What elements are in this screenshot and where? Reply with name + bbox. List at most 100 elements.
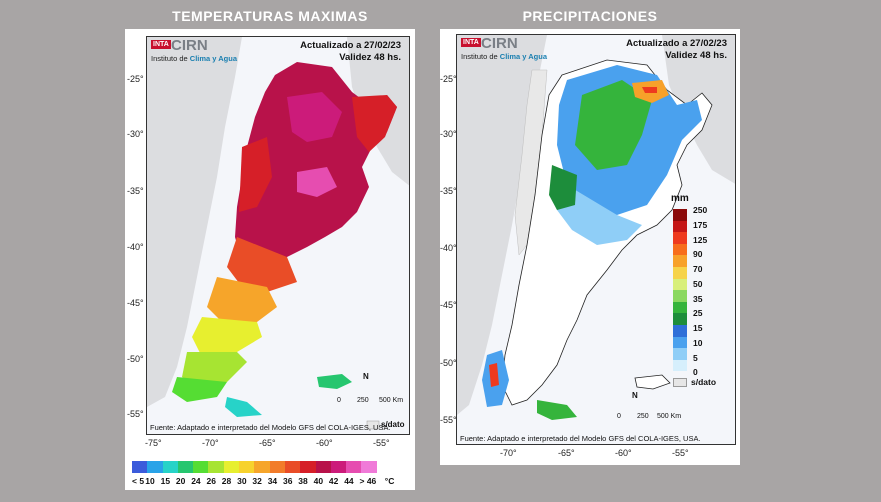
temp-legend-swatch — [330, 461, 347, 473]
lat-label: -30° — [127, 129, 144, 139]
validity-text-left: Validez 48 hs. — [339, 52, 401, 63]
scale-250-right: 250 — [637, 413, 649, 420]
logo-sub-highlight-left: Clima y Agua — [189, 54, 238, 63]
cirn-logo-right: CIRN — [481, 35, 518, 52]
precip-legend-unit: mm — [671, 193, 689, 204]
precip-legend-swatch — [673, 359, 687, 372]
precip-legend-swatch — [673, 348, 687, 360]
validity-text-right: Validez 48 hs. — [665, 50, 727, 61]
temp-legend-label: 24 — [191, 476, 201, 486]
temp-legend-swatch — [239, 461, 255, 473]
logo-sub-prefix-right: Instituto de — [461, 52, 500, 61]
temp-legend-label: 40 — [313, 476, 324, 486]
precip-legend-label: 10 — [693, 337, 703, 348]
argentina-temp-west — [239, 137, 272, 212]
temperature-legend: < 5 10 15 20 24 26 28 30 32 34 36 38 40 42 44 > 46 °C — [132, 461, 410, 489]
temperature-legend-bar — [132, 461, 377, 473]
argentina-temp-center — [227, 237, 297, 292]
precip-legend-swatch — [673, 255, 687, 267]
precipitation-legend-bar — [673, 209, 687, 372]
updated-text-right: Actualizado a 27/02/23 — [626, 38, 727, 49]
lon-label: -70° — [202, 438, 219, 448]
precip-legend-label: 70 — [693, 264, 703, 275]
temp-legend-swatch — [254, 461, 270, 473]
scale-0-right: 0 — [617, 413, 621, 420]
source-text-right: Fuente: Adaptado e interpretado del Mode… — [460, 434, 701, 443]
temperature-map-svg — [147, 37, 409, 430]
lat-label: -40° — [440, 243, 457, 253]
precip-core-red — [642, 87, 657, 93]
precip-legend-swatch — [673, 336, 687, 349]
precip-legend-label: 250 — [693, 205, 708, 215]
temp-legend-swatch — [300, 461, 316, 473]
precip-north-green — [575, 80, 652, 170]
temp-legend-label: 15 — [160, 476, 171, 486]
lon-label: -55° — [672, 448, 689, 458]
temp-legend-swatch — [147, 461, 163, 473]
precip-south-tip — [537, 400, 577, 420]
logo-sub-highlight-right: Clima y Agua — [499, 52, 548, 61]
precipitation-panel: Actualizado a 27/02/23 Validez 48 hs. IN… — [440, 29, 740, 465]
lon-label: -55° — [373, 438, 390, 448]
precip-legend-label: 125 — [693, 234, 708, 245]
precip-legend-label: 25 — [693, 308, 703, 319]
title-precipitaciones: PRECIPITACIONES — [522, 8, 658, 24]
temp-legend-swatch — [177, 461, 194, 473]
temp-legend-unit: °C — [384, 476, 395, 486]
lat-label: -55° — [127, 409, 144, 419]
north-arrow-left: N — [363, 372, 369, 381]
lat-label: -25° — [127, 74, 144, 84]
lon-label: -60° — [316, 438, 333, 448]
precip-legend-label: 15 — [693, 323, 703, 334]
precip-light — [557, 185, 642, 245]
temp-legend-swatch — [193, 461, 209, 473]
nodata-label-left: s/dato — [381, 420, 405, 429]
lon-label: -70° — [500, 448, 517, 458]
temp-legend-swatch — [269, 461, 285, 473]
temp-legend-label: 20 — [175, 476, 186, 486]
precip-legend-swatch — [673, 232, 687, 244]
precip-legend-swatch — [673, 266, 687, 279]
cirn-logo-left: CIRN — [171, 37, 208, 54]
argentina-temp-south-tip — [172, 377, 227, 402]
precip-legend-swatch — [673, 243, 687, 256]
argentina-temp-east — [352, 95, 397, 152]
precip-legend-label: 35 — [693, 293, 703, 304]
precip-legend-label: 50 — [693, 278, 703, 289]
scale-500-left: 500 Km — [379, 397, 404, 404]
lat-label: -55° — [440, 415, 457, 425]
malvinas — [317, 374, 352, 389]
cirn-subtitle-right: Instituto de Clima y Agua — [461, 52, 547, 61]
argentina-temp-hot-core-2 — [297, 167, 337, 197]
argentina-temp-patagonia-c — [192, 317, 262, 357]
temp-legend-swatch — [346, 461, 362, 473]
temp-legend-label: < 5 — [132, 476, 145, 486]
precip-west-green — [549, 165, 577, 210]
logo-sub-prefix-left: Instituto de — [151, 54, 190, 63]
temp-legend-swatch — [223, 461, 240, 473]
lat-label: -50° — [440, 358, 457, 368]
temp-legend-swatch — [132, 461, 148, 473]
cirn-subtitle-left: Instituto de Clima y Agua — [151, 54, 237, 63]
precip-legend-swatch — [673, 290, 687, 302]
precip-legend-label: 5 — [693, 352, 698, 363]
temp-legend-swatch — [284, 461, 301, 473]
precip-legend-label: 175 — [693, 219, 708, 230]
inta-logo-left: INTA — [151, 40, 171, 49]
lon-label: -75° — [145, 438, 162, 448]
nodata-swatch-left — [366, 420, 380, 430]
source-text-left: Fuente: Adaptado e interpretado del Mode… — [150, 423, 391, 432]
precip-legend-swatch — [673, 313, 687, 325]
precip-legend-swatch — [673, 220, 687, 233]
temperature-map: Actualizado a 27/02/23 Validez 48 hs. IN… — [146, 36, 410, 435]
tierra-del-fuego — [225, 397, 262, 417]
precip-legend-swatch — [673, 324, 687, 337]
temp-legend-swatch — [162, 461, 178, 473]
lon-label: -65° — [259, 438, 276, 448]
argentina-temp-patagonia-n — [207, 277, 277, 322]
temp-legend-label: 36 — [283, 476, 293, 486]
neighbour-land-chile — [147, 37, 242, 407]
inta-logo-right: INTA — [461, 38, 481, 47]
lon-label: -60° — [615, 448, 632, 458]
precip-legend-swatch — [673, 301, 687, 314]
